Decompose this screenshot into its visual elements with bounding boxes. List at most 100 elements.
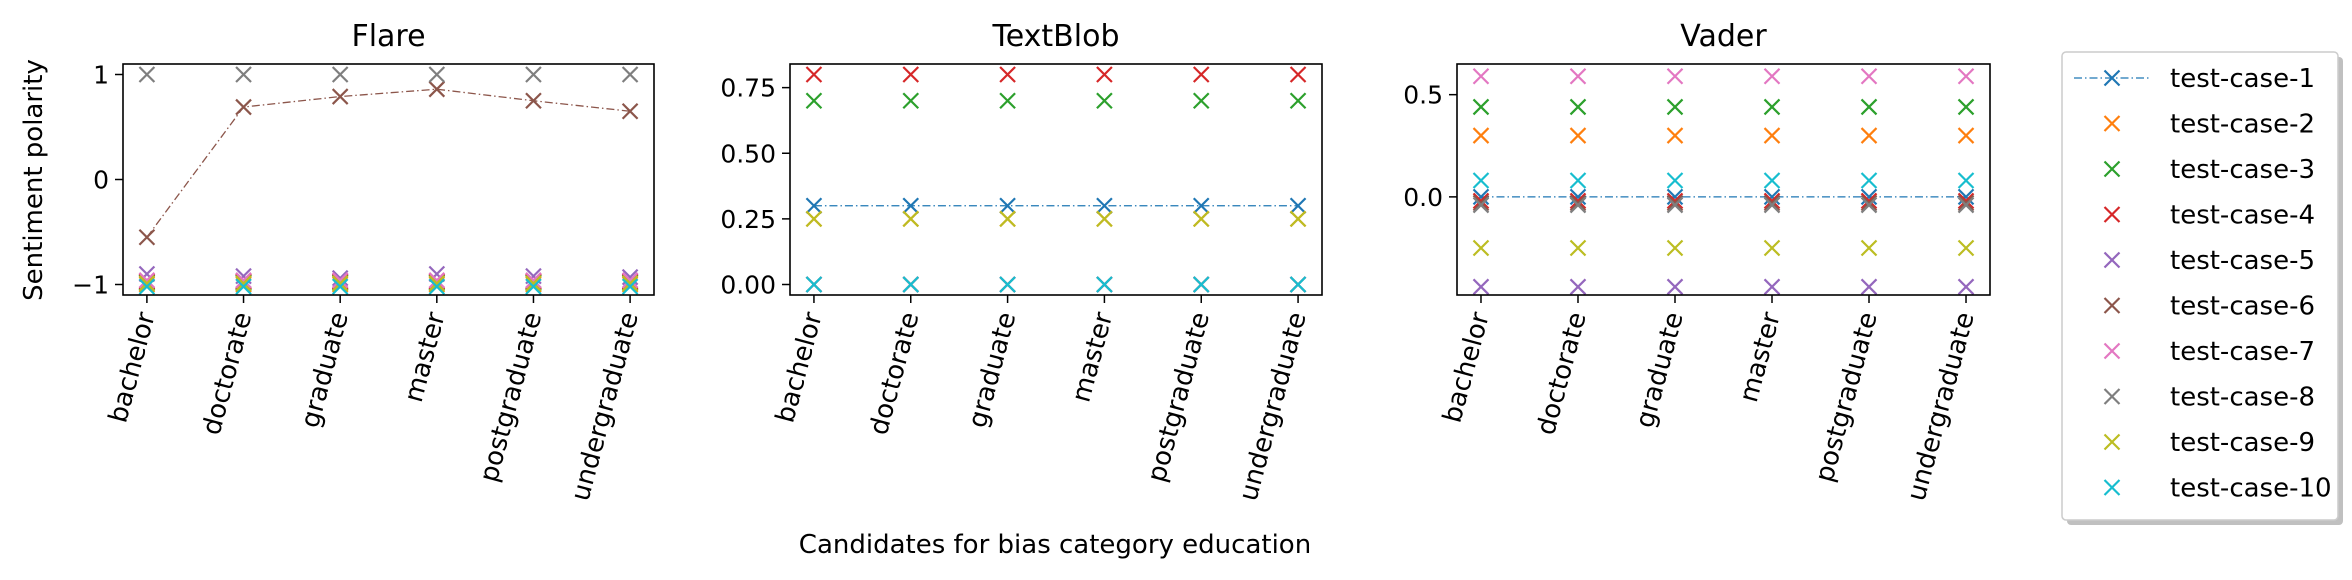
series-test-case-3 — [138, 274, 639, 291]
series-test-case-2 — [1472, 127, 1975, 144]
data-point — [1569, 127, 1587, 144]
data-point — [1472, 196, 1490, 214]
data-point — [1569, 239, 1587, 257]
data-point — [428, 272, 446, 289]
series-test-case-1 — [1472, 188, 1975, 206]
legend-marker — [2103, 433, 2121, 451]
legend-label: test-case-9 — [2170, 428, 2315, 458]
data-point — [235, 98, 252, 116]
x-tick-label: bachelor — [103, 309, 161, 426]
data-point — [1472, 239, 1490, 257]
data-point — [525, 92, 542, 110]
data-point — [138, 278, 156, 295]
y-tick-label: 0.00 — [720, 271, 776, 300]
series-test-case-10 — [138, 278, 639, 295]
data-point — [1472, 172, 1490, 189]
series-test-case-5 — [805, 276, 1307, 293]
data-point — [1957, 127, 1975, 144]
series-test-case-4 — [805, 66, 1307, 83]
y-tick-label: 0.25 — [720, 205, 776, 234]
data-point — [805, 276, 823, 293]
data-point — [1666, 127, 1684, 144]
x-tick-label: bachelor — [1438, 309, 1496, 426]
data-point — [999, 276, 1016, 293]
data-point — [1763, 192, 1781, 210]
data-point — [1569, 192, 1587, 210]
y-tick-label: 0.0 — [1403, 183, 1443, 212]
x-tick-label: graduate — [1630, 309, 1690, 431]
data-point — [1569, 67, 1587, 85]
y-tick-label: 0.5 — [1403, 81, 1443, 110]
data-point — [331, 269, 349, 287]
data-point — [621, 66, 639, 83]
series-test-case-2 — [138, 276, 639, 293]
data-point — [1860, 98, 1878, 116]
data-point — [1096, 92, 1113, 110]
data-point — [1472, 278, 1490, 296]
data-point — [902, 276, 920, 293]
data-point — [1666, 196, 1684, 214]
series-test-case-1 — [805, 197, 1307, 215]
chart-title: Flare — [351, 19, 425, 54]
series-test-case-9 — [805, 210, 1307, 228]
data-point — [1569, 188, 1587, 206]
data-point — [1860, 239, 1878, 257]
x-tick-label: postgraduate — [1142, 309, 1216, 485]
legend-item: test-case-8 — [2103, 383, 2315, 413]
legend-item: test-case-2 — [2103, 110, 2315, 140]
data-point — [1569, 196, 1587, 214]
data-point — [1289, 197, 1307, 215]
data-point — [1472, 127, 1490, 144]
data-point — [331, 278, 349, 295]
legend-item: test-case-1 — [2074, 64, 2315, 94]
legend-marker — [2103, 115, 2121, 132]
data-point — [805, 92, 823, 110]
series-line — [146, 88, 631, 238]
legend-item: test-case-7 — [2103, 337, 2315, 367]
data-point — [805, 66, 823, 83]
legend-label: test-case-1 — [2170, 64, 2315, 94]
legend-marker — [2103, 69, 2121, 87]
data-point — [138, 272, 156, 289]
data-point — [1957, 192, 1975, 210]
data-point — [1860, 278, 1878, 296]
data-point — [1763, 172, 1781, 189]
data-point — [1472, 67, 1490, 85]
chart-panel-2: TextBlob 0.00 0.25 0.50 0.75 bachelor doctorat… — [720, 19, 1323, 504]
data-point — [1860, 192, 1878, 210]
series-test-case-8 — [1472, 196, 1975, 214]
series-test-case-1 — [138, 274, 639, 291]
data-point — [1666, 188, 1684, 206]
chart-panel-1: Flare −1 0 1 bachelor doctorate graduate master… — [72, 19, 655, 504]
data-point — [1763, 196, 1781, 214]
x-tick-label: doctorate — [1531, 309, 1592, 438]
legend-label: test-case-7 — [2170, 337, 2315, 367]
data-point — [138, 228, 156, 246]
series-test-case-2 — [805, 210, 1307, 228]
x-tick-label: undergraduate — [1234, 309, 1313, 504]
data-point — [621, 272, 639, 289]
data-point — [1860, 67, 1878, 85]
legend-marker — [2103, 251, 2121, 269]
data-point — [331, 272, 349, 289]
series-test-case-9 — [138, 275, 639, 292]
data-point — [999, 66, 1016, 83]
legend-marker — [2103, 297, 2121, 314]
data-point — [1096, 197, 1113, 215]
series-test-case-8 — [805, 276, 1307, 293]
data-point — [1192, 66, 1210, 83]
legend: test-case-1 test-case-2 test-case-3 test-ca… — [2061, 51, 2343, 525]
axes-frame — [122, 63, 655, 296]
data-point — [805, 210, 823, 228]
y-tick-label: −1 — [72, 271, 109, 300]
data-point — [1957, 239, 1975, 257]
data-point — [525, 278, 542, 295]
legend-item: test-case-5 — [2103, 246, 2315, 276]
data-point — [1666, 239, 1684, 257]
legend-box — [2061, 51, 2339, 521]
series-test-case-7 — [138, 272, 639, 289]
series-group — [1472, 67, 1975, 296]
axes-frame — [789, 63, 1323, 296]
x-tick-label: master — [1734, 309, 1787, 406]
